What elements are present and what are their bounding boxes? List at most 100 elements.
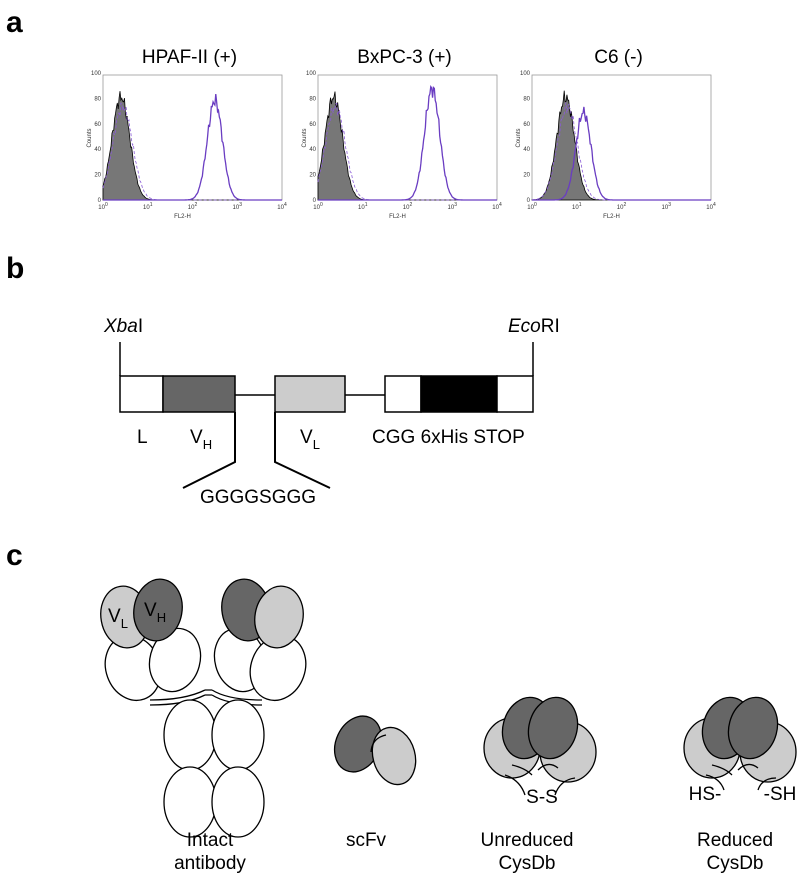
his-box	[420, 375, 498, 413]
site-rest: RI	[541, 316, 560, 337]
x-tick-label: 101	[358, 202, 368, 211]
x-tick-label: 103	[448, 202, 458, 211]
y-axis-label: Counts	[302, 128, 308, 147]
y-tick-label: 20	[309, 173, 316, 179]
exp: 4	[499, 202, 502, 208]
vh-box	[162, 375, 236, 413]
vl-domain	[371, 726, 417, 786]
site-italic: Eco	[508, 316, 541, 337]
y-tick-label: 60	[309, 122, 316, 128]
format-name: CysDb	[498, 853, 555, 874]
format-name: Intact	[187, 830, 234, 851]
exp: 2	[194, 202, 197, 208]
x-tick-label: 100	[527, 202, 537, 211]
exp: 3	[239, 202, 242, 208]
positive-histogram	[532, 106, 711, 201]
domain-label: VH	[144, 600, 166, 625]
y-tick-label: 100	[91, 71, 102, 77]
format-name: Reduced	[697, 830, 773, 851]
format-name: Unreduced	[481, 830, 574, 851]
sub: L	[313, 437, 320, 452]
v: V	[300, 427, 313, 448]
x-axis-label: FL2-H	[603, 214, 620, 220]
cgg-box	[384, 375, 422, 413]
base: 10	[277, 205, 284, 211]
vh-domain	[727, 696, 779, 760]
y-tick-label: 80	[94, 96, 101, 102]
y-tick-label: 40	[309, 147, 316, 153]
positive-histogram	[318, 84, 497, 201]
base: 10	[143, 205, 150, 211]
vh-domain	[527, 696, 579, 760]
construct	[119, 342, 534, 489]
negative-histogram	[102, 91, 282, 201]
y-tick-label: 60	[523, 122, 530, 128]
x-tick-label: 102	[617, 202, 627, 211]
site-rest: I	[138, 316, 143, 337]
x-axis-label: FL2-H	[174, 214, 191, 220]
panel-label: b	[6, 252, 24, 285]
isotype-histogram	[102, 102, 282, 201]
format-name: scFv	[346, 830, 387, 851]
y-tick-label: 100	[520, 71, 531, 77]
y-tick-label: 80	[309, 96, 316, 102]
negative-histogram	[531, 90, 711, 201]
exp: 4	[284, 202, 287, 208]
y-tick-label: 0	[98, 198, 102, 204]
base: 10	[662, 205, 669, 211]
scfv	[333, 715, 417, 786]
sub: H	[203, 437, 212, 452]
base: 10	[313, 205, 320, 211]
x-tick-label: 100	[98, 202, 108, 211]
thiol-label: HS-	[689, 784, 722, 805]
restriction-site: EcoRI	[508, 316, 560, 337]
base: 10	[572, 205, 579, 211]
exp: 0	[320, 202, 323, 208]
fc-domain	[211, 766, 265, 838]
x-tick-label: 104	[706, 202, 716, 211]
linker-callout	[274, 412, 331, 489]
x-tick-label: 102	[188, 202, 198, 211]
domain-label: VL	[108, 606, 128, 631]
y-tick-label: 0	[313, 198, 317, 204]
positive-histogram	[103, 94, 282, 201]
segment-label: VH	[190, 427, 212, 452]
exp: 0	[534, 202, 537, 208]
site-italic: Xba	[103, 316, 138, 337]
segment-label: CGG 6xHis STOP	[372, 427, 525, 448]
vh-domain	[133, 578, 183, 642]
x-axis-label: FL2-H	[389, 214, 406, 220]
panel-label: a	[6, 6, 23, 39]
x-tick-label: 104	[277, 202, 287, 211]
exp: 3	[454, 202, 457, 208]
stop-box	[496, 375, 534, 413]
exp: 1	[365, 202, 368, 208]
base: 10	[98, 205, 105, 211]
his: 6xHis	[421, 427, 469, 448]
leader-box	[119, 375, 164, 413]
x-tick-label: 100	[313, 202, 323, 211]
y-tick-label: 0	[527, 198, 531, 204]
y-tick-label: 60	[94, 122, 101, 128]
v: V	[190, 427, 203, 448]
y-tick-label: 20	[523, 173, 530, 179]
x-tick-label: 103	[233, 202, 243, 211]
vl-box	[274, 375, 346, 413]
reduced-cysdb	[683, 696, 797, 791]
base: 10	[403, 205, 410, 211]
base: 10	[188, 205, 195, 211]
fc-domain	[163, 766, 217, 838]
y-tick-label: 20	[94, 173, 101, 179]
base: 10	[448, 205, 455, 211]
base: 10	[358, 205, 365, 211]
exp: 2	[623, 202, 626, 208]
linker	[504, 763, 576, 796]
base: 10	[617, 205, 624, 211]
plot-title: C6 (-)	[594, 47, 643, 68]
base: 10	[527, 205, 534, 211]
unreduced-cysdb	[483, 696, 597, 796]
thiol-label: -SH	[764, 784, 797, 805]
fc-domain	[163, 699, 217, 771]
segment-label: L	[137, 427, 148, 448]
